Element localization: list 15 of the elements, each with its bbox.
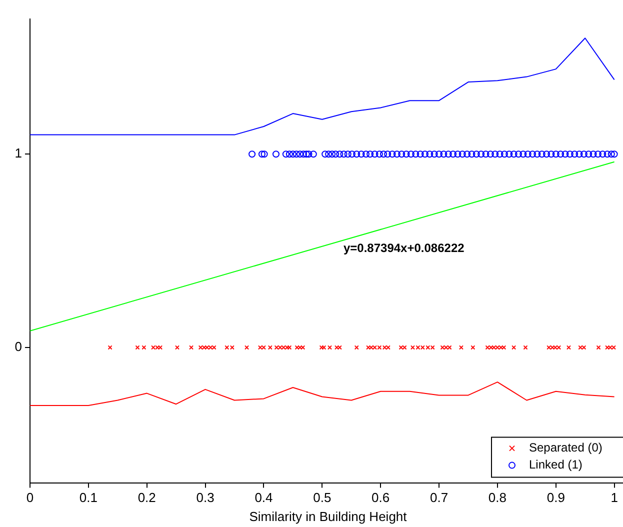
x-tick-label: 1 <box>610 490 618 506</box>
x-tick-label: 0.7 <box>430 490 448 506</box>
x-tick-label: 0.3 <box>196 490 214 506</box>
x-tick-label: 0.2 <box>138 490 156 506</box>
legend-label: Separated (0) <box>529 440 602 455</box>
legend-label: Linked (1) <box>529 458 582 472</box>
x-axis-title: Similarity in Building Height <box>249 508 408 524</box>
x-tick-label: 0.5 <box>313 490 332 506</box>
x-tick-label: 0.1 <box>79 490 98 506</box>
x-tick-label: 0.8 <box>488 490 506 506</box>
x-tick-label: 0.6 <box>372 490 390 506</box>
x-tick-label: 0.4 <box>254 490 273 506</box>
annotation: y=0.87394x+0.086222 <box>343 240 465 255</box>
x-tick-label: 0.9 <box>546 490 565 506</box>
x-tick-label: 0 <box>26 490 34 506</box>
